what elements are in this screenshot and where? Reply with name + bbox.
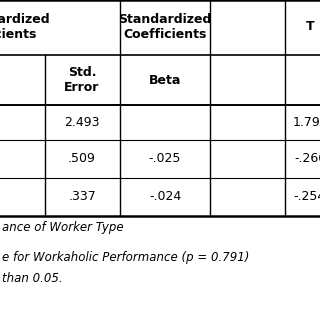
Text: -.025: -.025 [149,153,181,165]
Text: .509: .509 [68,153,96,165]
Text: -.266: -.266 [294,153,320,165]
Text: Beta: Beta [149,74,181,86]
Text: -.254: -.254 [294,190,320,204]
Text: e for Workaholic Performance (p = 0.791): e for Workaholic Performance (p = 0.791) [2,252,249,265]
Text: -.024: -.024 [149,190,181,204]
Text: Unstandardized
Coefficients: Unstandardized Coefficients [0,13,50,41]
Text: 1.796: 1.796 [292,116,320,129]
Text: than 0.05.: than 0.05. [2,271,63,284]
Text: T: T [306,20,314,34]
Text: Standardized
Coefficients: Standardized Coefficients [118,13,212,41]
Text: ance of Worker Type: ance of Worker Type [2,221,124,235]
Text: .337: .337 [68,190,96,204]
Text: Std.
Error: Std. Error [64,66,100,94]
Text: 2.493: 2.493 [64,116,100,129]
